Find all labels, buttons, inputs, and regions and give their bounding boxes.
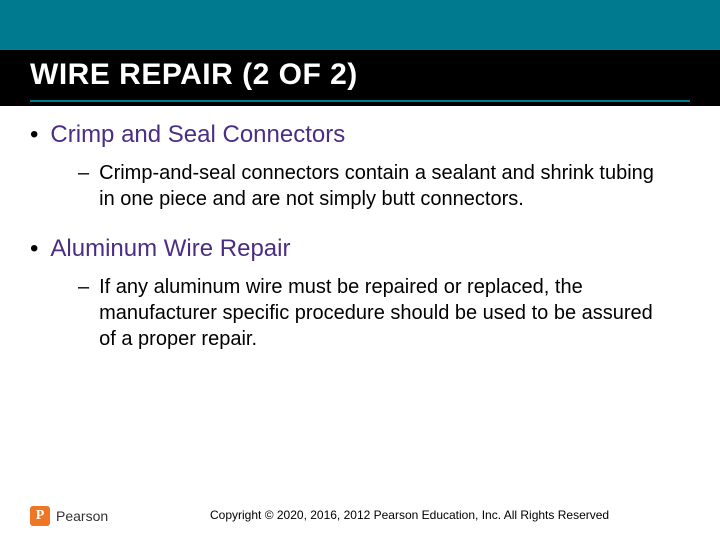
publisher-logo: P Pearson: [30, 506, 108, 526]
bullet-level2: – If any aluminum wire must be repaired …: [78, 274, 690, 352]
sub-bullet-text: Crimp-and-seal connectors contain a seal…: [99, 160, 669, 212]
dash-marker: –: [78, 274, 89, 352]
bullet-marker: •: [30, 120, 38, 150]
copyright-text: Copyright © 2020, 2016, 2012 Pearson Edu…: [210, 508, 609, 522]
top-teal-band: [0, 0, 720, 50]
bullet-heading: Aluminum Wire Repair: [50, 234, 290, 264]
slide: WIRE REPAIR (2 OF 2) • Crimp and Seal Co…: [0, 0, 720, 540]
content-area: • Crimp and Seal Connectors – Crimp-and-…: [30, 120, 690, 374]
sub-bullet-text: If any aluminum wire must be repaired or…: [99, 274, 669, 352]
logo-letter: P: [36, 508, 45, 524]
bullet-heading: Crimp and Seal Connectors: [50, 120, 345, 150]
logo-icon: P: [30, 506, 50, 526]
bullet-level2: – Crimp-and-seal connectors contain a se…: [78, 160, 690, 212]
bullet-level1: • Crimp and Seal Connectors: [30, 120, 690, 150]
dash-marker: –: [78, 160, 89, 212]
title-underline: [30, 100, 690, 102]
bullet-level1: • Aluminum Wire Repair: [30, 234, 690, 264]
bullet-marker: •: [30, 234, 38, 264]
slide-title: WIRE REPAIR (2 OF 2): [30, 58, 358, 92]
logo-brand-text: Pearson: [56, 508, 108, 524]
